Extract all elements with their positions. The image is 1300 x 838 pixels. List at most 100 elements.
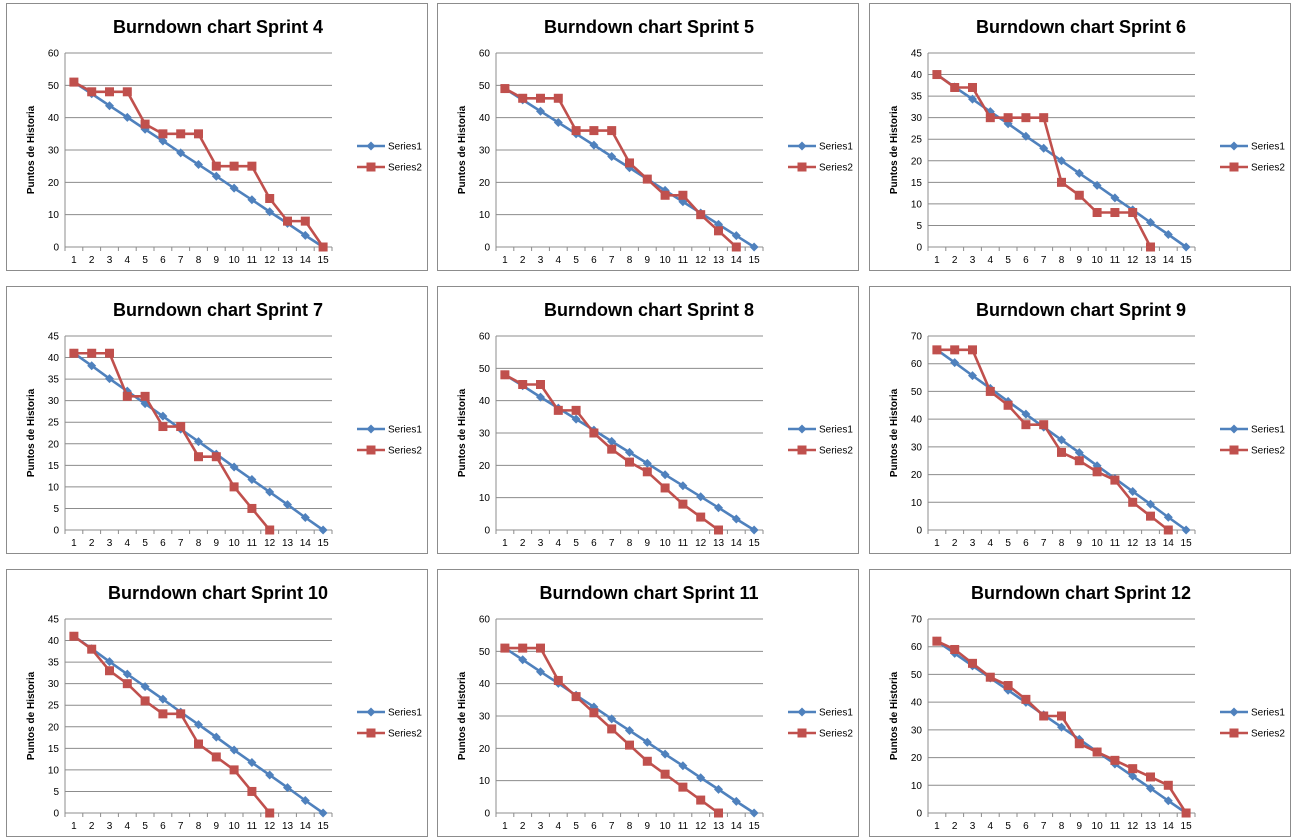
chart-title: Burndown chart Sprint 4 xyxy=(113,17,323,37)
x-tick-label: 10 xyxy=(660,538,672,549)
data-point xyxy=(283,783,292,793)
data-point xyxy=(932,70,942,80)
y-tick-label: 0 xyxy=(916,526,922,537)
x-tick-label: 12 xyxy=(695,538,707,549)
data-point xyxy=(1181,525,1191,535)
data-point xyxy=(247,758,257,768)
y-tick-label: 10 xyxy=(479,210,491,221)
x-tick-label: 10 xyxy=(229,255,241,266)
y-tick-label: 45 xyxy=(48,332,60,343)
y-tick-label: 15 xyxy=(48,744,60,755)
legend-marker xyxy=(366,424,376,434)
legend-marker xyxy=(797,141,807,151)
x-tick-label: 1 xyxy=(934,538,940,549)
data-point xyxy=(1039,420,1049,430)
data-point xyxy=(571,414,581,424)
x-tick-label: 13 xyxy=(1145,255,1157,266)
data-point xyxy=(1057,711,1066,721)
x-tick-label: 1 xyxy=(71,821,77,832)
x-tick-label: 4 xyxy=(988,255,994,266)
legend-entry: Series1 xyxy=(1251,425,1285,436)
data-point xyxy=(950,644,960,654)
legend-entry: Series1 xyxy=(1251,142,1285,153)
legend-marker xyxy=(366,728,376,738)
data-point xyxy=(158,694,168,704)
data-point xyxy=(660,190,670,200)
x-tick-label: 2 xyxy=(952,538,958,549)
x-tick-label: 11 xyxy=(678,821,689,832)
data-point xyxy=(1146,242,1155,252)
data-point xyxy=(1057,156,1066,166)
data-point xyxy=(122,112,132,122)
x-tick-label: 5 xyxy=(1005,538,1011,549)
data-point xyxy=(1110,193,1120,203)
data-point xyxy=(158,422,168,432)
x-tick-label: 7 xyxy=(609,821,615,832)
data-point xyxy=(625,447,634,457)
legend: Series1 Series2 xyxy=(357,707,422,740)
y-axis-label: Puntos de Historia xyxy=(889,105,900,194)
data-point xyxy=(678,190,688,200)
legend-entry: Series1 xyxy=(388,708,422,719)
data-point xyxy=(1039,113,1049,123)
data-point xyxy=(642,737,652,747)
x-tick-label: 7 xyxy=(609,255,615,266)
x-tick-label: 15 xyxy=(1181,255,1193,266)
x-tick-label: 13 xyxy=(713,821,725,832)
x-tick-label: 15 xyxy=(318,538,330,549)
y-tick-label: 60 xyxy=(911,642,923,653)
series-1 xyxy=(932,345,1191,535)
x-tick-label: 8 xyxy=(627,538,633,549)
burndown-chart: Burndown chart Sprint 705101520253035404… xyxy=(26,300,422,549)
data-point xyxy=(500,84,510,94)
x-tick-label: 5 xyxy=(573,821,579,832)
x-tick-label: 7 xyxy=(1041,255,1047,266)
data-point xyxy=(247,161,257,171)
y-tick-label: 20 xyxy=(479,461,491,472)
data-point xyxy=(194,739,203,749)
data-point xyxy=(318,808,328,818)
x-tick-label: 4 xyxy=(125,821,131,832)
data-point xyxy=(194,720,203,730)
series-2 xyxy=(932,70,1155,252)
legend-entry: Series1 xyxy=(819,425,853,436)
x-tick-label: 6 xyxy=(160,538,166,549)
legend-marker xyxy=(1229,162,1239,172)
burndown-chart: Burndown chart Sprint 12 0 10 20 30 40 50 60 70 1… xyxy=(889,583,1285,832)
y-tick-label: 70 xyxy=(911,332,923,343)
x-tick-label: 6 xyxy=(1023,821,1029,832)
data-point xyxy=(749,242,759,252)
x-tick-label: 13 xyxy=(282,538,294,549)
y-tick-label: 25 xyxy=(48,701,60,712)
data-point xyxy=(536,106,545,116)
x-tick-label: 14 xyxy=(300,821,312,832)
x-tick-label: 13 xyxy=(713,255,725,266)
x-tick-label: 7 xyxy=(178,255,184,266)
chart-panel: Burndown chart Sprint 10 0 5 10 15 20 25 30 35 40… xyxy=(6,569,428,837)
data-point xyxy=(158,709,168,719)
y-tick-label: 60 xyxy=(48,49,60,60)
y-tick-label: 50 xyxy=(479,364,491,375)
series-2 xyxy=(69,77,328,252)
x-tick-label: 8 xyxy=(1059,255,1065,266)
chart-title: Burndown chart Sprint 8 xyxy=(544,300,754,320)
y-tick-label: 40 xyxy=(911,698,923,709)
data-point xyxy=(660,769,670,779)
y-tick-label: 0 xyxy=(53,526,59,537)
data-point xyxy=(1074,456,1084,466)
x-tick-label: 14 xyxy=(731,821,743,832)
y-axis-label: Puntos de Historia xyxy=(457,388,468,477)
data-point xyxy=(1110,755,1120,765)
x-tick-label: 12 xyxy=(695,821,707,832)
x-tick-label: 7 xyxy=(1041,821,1047,832)
data-point xyxy=(536,643,545,653)
burndown-chart: Burndown chart Sprint 605101520253035404… xyxy=(889,17,1285,266)
data-point xyxy=(283,500,292,510)
legend-entry: Series1 xyxy=(819,708,853,719)
data-point xyxy=(1021,420,1031,430)
data-point xyxy=(536,392,545,402)
x-tick-label: 15 xyxy=(749,538,761,549)
x-tick-label: 5 xyxy=(142,821,148,832)
legend: Series1 Series2 xyxy=(788,707,853,740)
